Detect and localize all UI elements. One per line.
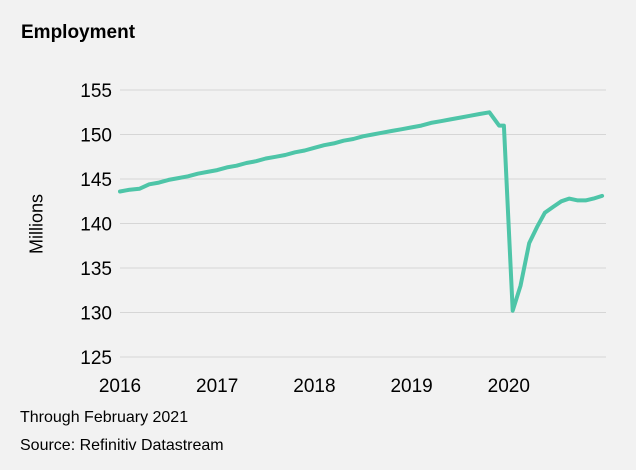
gridlines bbox=[120, 89, 606, 358]
series-line-employment bbox=[118, 110, 605, 313]
x-tick-label: 2016 bbox=[99, 376, 141, 397]
x-tick-label: 2017 bbox=[196, 376, 238, 397]
y-tick-label: 130 bbox=[80, 304, 112, 325]
x-tick-label: 2019 bbox=[390, 376, 432, 397]
through-note: Through February 2021 bbox=[20, 409, 189, 426]
source-note: Source: Refinitiv Datastream bbox=[20, 437, 224, 454]
y-tick-label: 135 bbox=[80, 259, 112, 280]
y-tick-label: 150 bbox=[80, 126, 112, 147]
y-tick-label: 155 bbox=[80, 81, 112, 102]
y-tick-labels: 125 130 135 140 145 150 155 bbox=[80, 81, 112, 369]
y-tick-label: 125 bbox=[80, 348, 112, 369]
y-tick-label: 145 bbox=[80, 170, 112, 191]
x-tick-labels: 2016 2017 2018 2019 2020 bbox=[99, 376, 530, 397]
chart-title: Employment bbox=[21, 22, 136, 43]
series-lines bbox=[118, 110, 605, 313]
x-tick-label: 2020 bbox=[488, 376, 530, 397]
x-tick-label: 2018 bbox=[293, 376, 335, 397]
y-tick-label: 140 bbox=[80, 215, 112, 236]
